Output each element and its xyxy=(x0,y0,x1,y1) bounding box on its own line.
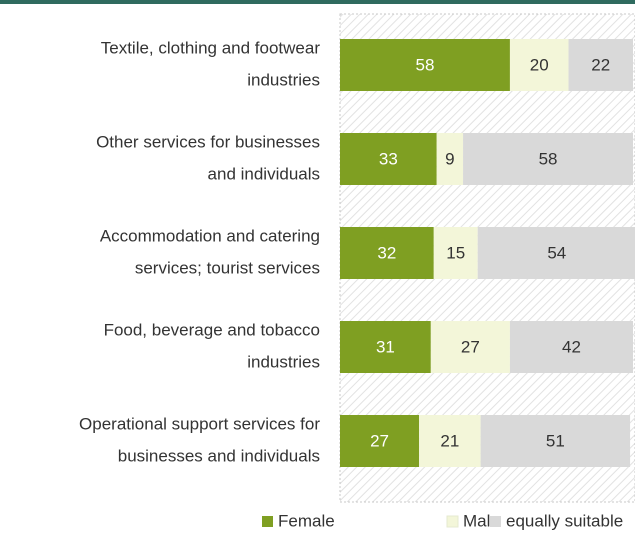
category-label: and individuals xyxy=(208,164,320,183)
bar-segment xyxy=(477,227,635,279)
data-label: 31 xyxy=(376,337,395,356)
legend-swatch xyxy=(446,515,459,528)
data-label: 54 xyxy=(547,243,566,262)
bar-segment xyxy=(509,321,633,373)
bar-segment xyxy=(509,39,569,91)
data-label: 58 xyxy=(416,55,435,74)
bar-segment xyxy=(340,321,431,373)
bar-segment xyxy=(568,39,633,91)
bar-segment xyxy=(430,321,510,373)
bar-segment xyxy=(480,415,631,467)
data-label: 32 xyxy=(377,243,396,262)
legend-swatch xyxy=(490,516,501,527)
category-label: Food, beverage and tobacco xyxy=(104,320,320,339)
data-label: 22 xyxy=(591,55,610,74)
category-label: Operational support services for xyxy=(79,414,320,433)
bar-segment xyxy=(436,133,464,185)
data-label: 21 xyxy=(440,431,459,450)
bar-segment xyxy=(433,227,478,279)
top-border xyxy=(0,0,635,4)
category-label: services; tourist services xyxy=(135,258,320,277)
bar-segment xyxy=(463,133,633,185)
bar-segment xyxy=(340,39,510,91)
data-label: 51 xyxy=(546,431,565,450)
category-label: industries xyxy=(247,352,320,371)
data-label: 20 xyxy=(530,55,549,74)
legend-swatch xyxy=(262,516,273,527)
data-label: 58 xyxy=(539,149,558,168)
legend-label: equally suitable xyxy=(506,511,623,530)
data-label: 9 xyxy=(445,149,454,168)
category-label: industries xyxy=(247,70,320,89)
bar-segment xyxy=(340,133,437,185)
bar-segment xyxy=(340,415,420,467)
category-label: Textile, clothing and footwear xyxy=(101,38,321,57)
data-label: 33 xyxy=(379,149,398,168)
data-label: 42 xyxy=(562,337,581,356)
data-label: 27 xyxy=(461,337,480,356)
bar-segment xyxy=(419,415,481,467)
data-label: 27 xyxy=(370,431,389,450)
data-label: 15 xyxy=(446,243,465,262)
category-label: Other services for businesses xyxy=(96,132,320,151)
category-label: Accommodation and catering xyxy=(100,226,320,245)
bar-segment xyxy=(340,227,434,279)
category-label: businesses and individuals xyxy=(118,446,320,465)
legend-label: Female xyxy=(278,511,335,530)
